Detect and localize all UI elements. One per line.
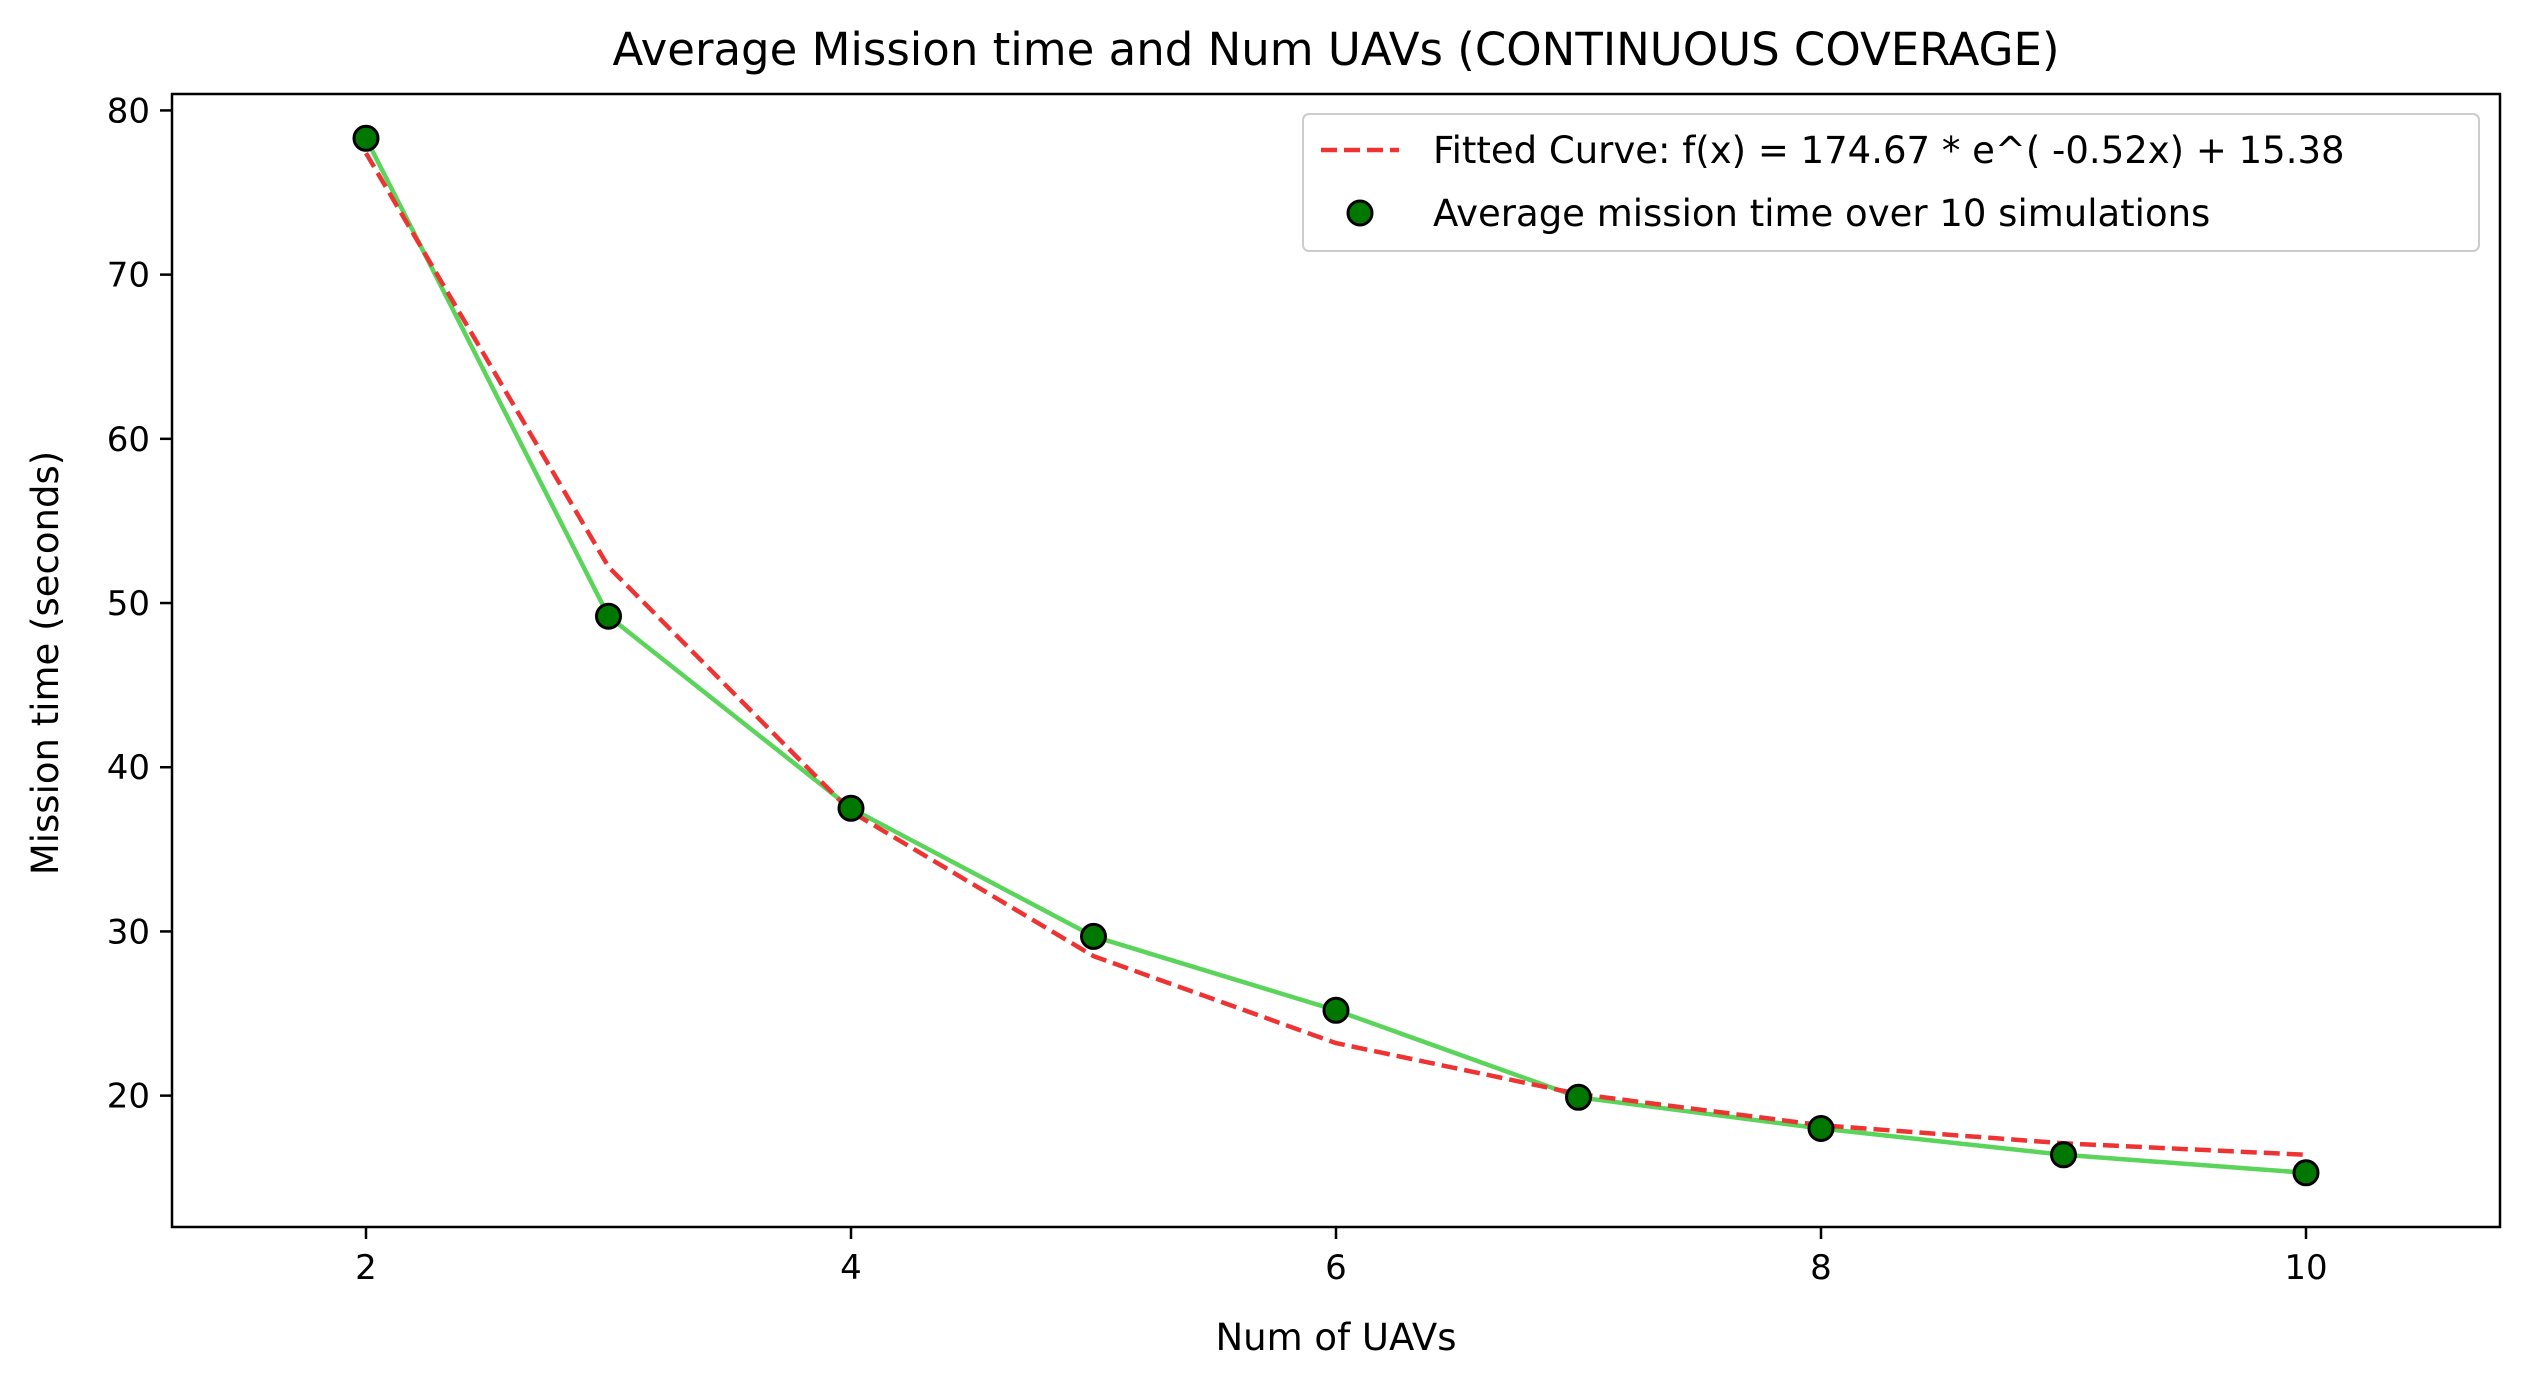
fitted-curve-line [364, 151, 2307, 1158]
data-point [1807, 1115, 1835, 1142]
y-tick-label: 60 [107, 420, 150, 460]
chart-title: Average Mission time and Num UAVs (CONTI… [612, 23, 2059, 76]
x-tick-label: 4 [840, 1248, 862, 1288]
plot-area [352, 124, 2320, 1187]
y-axis-label: Mission time (seconds) [24, 451, 67, 875]
legend: Fitted Curve: f(x) = 174.67 * e^( -0.52x… [1302, 113, 2480, 252]
x-axis-label: Num of UAVs [1216, 1316, 1457, 1359]
y-tick-label: 50 [107, 584, 150, 624]
data-point [595, 602, 622, 630]
x-tick-label: 6 [1325, 1248, 1347, 1288]
y-tick-label: 80 [107, 91, 150, 131]
y-tick-label: 30 [107, 912, 150, 952]
data-point [1080, 922, 1107, 950]
data-point [1565, 1083, 1592, 1111]
x-tick-label: 8 [1810, 1248, 1832, 1288]
legend-fitted-label: Fitted Curve: f(x) = 174.67 * e^( -0.52x… [1433, 129, 2345, 172]
legend-scatter-label: Average mission time over 10 simulations [1433, 192, 2210, 235]
axes: 2 4 6 8 10 20 30 40 50 60 70 80 [107, 91, 2502, 1288]
data-point [2292, 1159, 2320, 1187]
x-tick-label: 2 [355, 1248, 377, 1288]
y-tick-label: 70 [107, 256, 150, 296]
data-point [352, 124, 380, 152]
legend-scatter-swatch [1346, 199, 1374, 227]
x-tick-label: 10 [2284, 1248, 2327, 1288]
y-tick-label: 20 [107, 1077, 150, 1117]
legend-box [1302, 113, 2480, 252]
data-point [1322, 996, 1350, 1024]
y-tick-label: 40 [107, 748, 150, 788]
data-point [2050, 1141, 2077, 1169]
data-point [837, 794, 865, 822]
